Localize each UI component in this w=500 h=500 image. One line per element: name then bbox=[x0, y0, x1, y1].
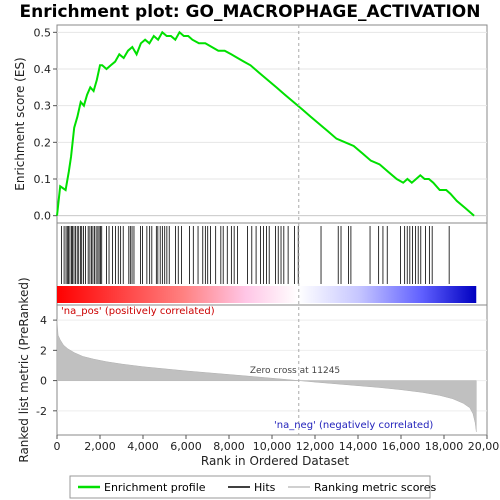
rank-color-band bbox=[57, 286, 477, 303]
legend-label-metric: Ranking metric scores bbox=[314, 481, 436, 494]
pos-correlated-label: 'na_pos' (positively correlated) bbox=[61, 306, 215, 317]
metric-y-tick-label: 0 bbox=[40, 375, 47, 388]
es-y-tick-label: 0.5 bbox=[34, 26, 52, 39]
es-y-tick-label: 0.3 bbox=[34, 100, 52, 113]
x-tick-label: 2,000 bbox=[84, 440, 116, 453]
es-y-tick-label: 0.4 bbox=[34, 63, 52, 76]
es-y-tick-label: 0.0 bbox=[34, 210, 52, 223]
x-tick-label: 16,000 bbox=[382, 440, 421, 453]
zero-cross-label: Zero cross at 11245 bbox=[250, 366, 340, 376]
x-tick-label: 18,000 bbox=[425, 440, 464, 453]
legend-label-profile: Enrichment profile bbox=[104, 481, 206, 494]
chart-title: Enrichment plot: GO_MACROPHAGE_ACTIVATIO… bbox=[20, 2, 481, 22]
es-y-tick-label: 0.1 bbox=[34, 173, 52, 186]
x-tick-label: 12,000 bbox=[296, 440, 335, 453]
es-y-axis-title: Enrichment score (ES) bbox=[13, 57, 27, 190]
x-tick-label: 14,000 bbox=[339, 440, 378, 453]
metric-y-axis-title: Ranked list metric (PreRanked) bbox=[17, 277, 31, 462]
neg-correlated-label: 'na_neg' (negatively correlated) bbox=[274, 420, 433, 431]
legend-label-hits: Hits bbox=[254, 481, 276, 494]
enrichment-profile-line bbox=[56, 30, 475, 217]
x-tick-label: 0 bbox=[54, 440, 61, 453]
es-y-tick-label: 0.2 bbox=[34, 136, 52, 149]
x-tick-label: 4,000 bbox=[127, 440, 159, 453]
ranking-metric-area bbox=[56, 320, 477, 433]
x-tick-label: 10,000 bbox=[253, 440, 292, 453]
metric-y-tick-label: 4 bbox=[40, 314, 47, 327]
x-tick-label: 20,000 bbox=[468, 440, 500, 453]
x-tick-label: 6,000 bbox=[170, 440, 202, 453]
metric-y-tick-label: 2 bbox=[40, 344, 47, 357]
x-tick-label: 8,000 bbox=[213, 440, 245, 453]
metric-y-tick-label: -2 bbox=[36, 405, 47, 418]
x-axis-title: Rank in Ordered Dataset bbox=[201, 454, 349, 468]
